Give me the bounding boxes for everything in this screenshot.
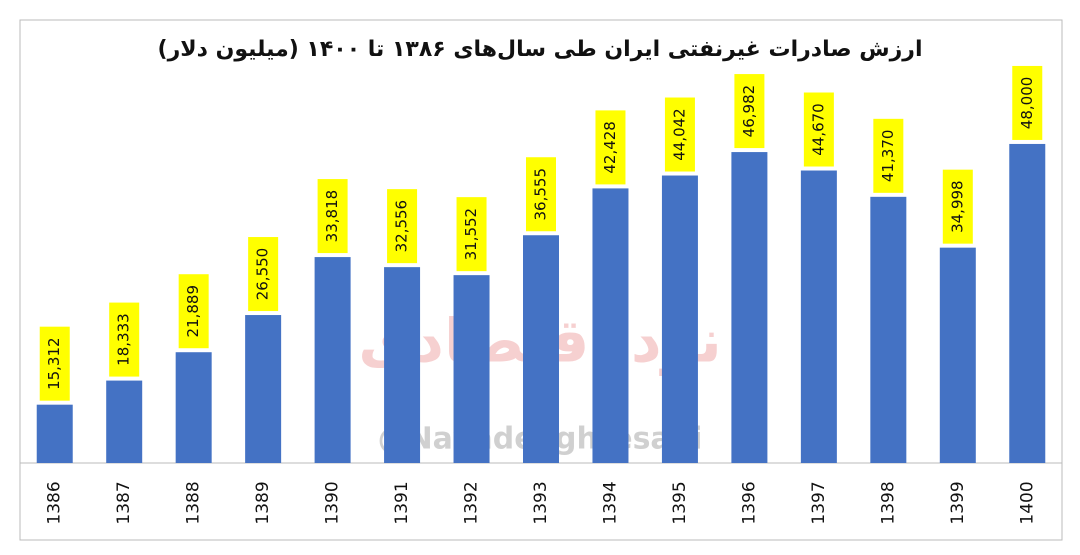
chart-title: ارزش صادرات غیرنفتی ایران طی سال‌های ۱۳۸… <box>158 37 923 62</box>
value-label-background <box>595 110 626 185</box>
x-tick-label: 1398 <box>878 481 898 524</box>
value-label: 48,000 <box>1018 77 1036 130</box>
value-label: 42,428 <box>601 121 619 174</box>
x-tick-label: 1395 <box>670 481 690 524</box>
value-label-background <box>526 157 556 232</box>
bar <box>939 247 976 463</box>
value-label: 21,889 <box>184 285 202 338</box>
x-tick-label: 1390 <box>323 481 343 524</box>
bar <box>106 380 143 463</box>
value-label: 18,333 <box>115 313 133 366</box>
x-tick-label: 1396 <box>739 481 759 524</box>
x-tick-label: 1387 <box>114 481 134 524</box>
value-label: 33,818 <box>323 190 341 243</box>
value-label: 46,982 <box>740 85 758 138</box>
value-label-background <box>248 237 279 312</box>
bar <box>870 196 907 463</box>
value-label-background <box>387 189 418 264</box>
value-label: 34,998 <box>948 180 966 233</box>
bar <box>1009 143 1046 463</box>
x-tick-label: 1400 <box>1017 481 1037 524</box>
value-label-background <box>109 302 140 377</box>
value-label-background <box>456 197 487 272</box>
value-label-background <box>178 274 209 349</box>
x-tick-label: 1397 <box>809 481 829 524</box>
value-label-background <box>664 97 695 172</box>
value-label-background <box>873 118 904 193</box>
x-tick-label: 1399 <box>948 481 968 524</box>
value-label: 15,312 <box>45 337 63 390</box>
x-tick-label: 1392 <box>462 481 482 524</box>
value-label: 31,552 <box>462 208 480 261</box>
bar <box>453 275 490 463</box>
bar <box>36 404 73 463</box>
bar <box>592 188 629 463</box>
value-label-background <box>1012 65 1043 140</box>
bar <box>175 352 212 463</box>
value-label-background <box>803 92 834 167</box>
value-label: 32,556 <box>393 200 411 253</box>
x-tick-label: 1394 <box>600 481 620 524</box>
value-label-background <box>734 74 765 149</box>
x-tick-label: 1391 <box>392 481 412 524</box>
bar <box>245 315 282 463</box>
bar <box>314 257 351 463</box>
x-tick-label: 1386 <box>45 481 65 524</box>
value-label: 26,550 <box>254 248 272 301</box>
x-tick-label: 1393 <box>531 481 551 524</box>
value-label-background <box>39 326 70 401</box>
x-tick-label: 1389 <box>253 481 273 524</box>
value-label: 41,370 <box>879 130 897 183</box>
x-tick-label: 1388 <box>184 481 204 524</box>
value-label: 44,042 <box>670 108 688 161</box>
bar <box>800 170 837 463</box>
value-label-background <box>942 169 973 244</box>
bar <box>384 267 421 463</box>
value-label: 44,670 <box>809 103 827 156</box>
value-label-background <box>317 179 348 254</box>
value-label: 36,555 <box>532 168 550 221</box>
bar <box>523 235 559 463</box>
bar <box>661 175 698 463</box>
bar <box>731 152 768 463</box>
